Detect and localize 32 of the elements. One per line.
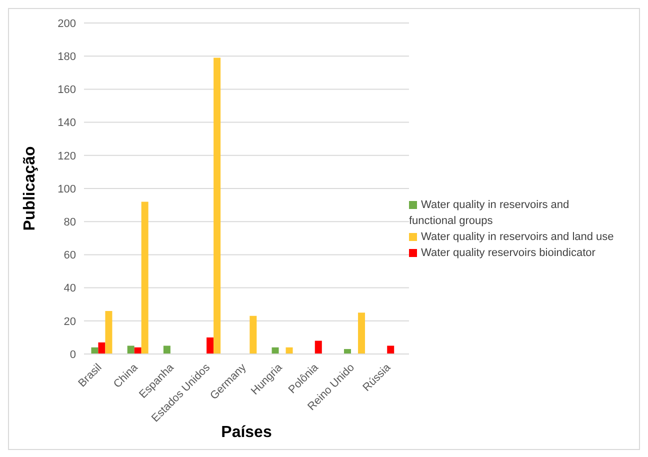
- bar: [141, 202, 148, 354]
- legend-label: Water quality reservoirs bioindicator: [421, 247, 596, 259]
- bar: [250, 316, 257, 354]
- legend-label: Water quality in reservoirs and land use: [421, 231, 614, 243]
- y-tick-label: 0: [70, 348, 76, 361]
- bar: [387, 346, 394, 354]
- y-tick-label: 140: [58, 117, 76, 130]
- y-tick-label: 160: [58, 84, 76, 96]
- y-tick-label: 80: [64, 216, 76, 229]
- y-tick-label: 40: [64, 282, 76, 295]
- y-tick-label: 100: [58, 183, 76, 196]
- bar: [214, 58, 221, 354]
- y-tick-label: 180: [58, 51, 76, 64]
- bar: [127, 346, 134, 354]
- bar: [314, 340, 322, 354]
- bar: [358, 312, 365, 354]
- bar: [272, 347, 279, 354]
- bar: [163, 346, 170, 354]
- bar: [91, 347, 98, 354]
- bar: [344, 349, 351, 354]
- y-tick-label: 200: [58, 18, 76, 30]
- bar: [206, 337, 214, 354]
- y-tick-label: 120: [58, 150, 76, 162]
- bar: [134, 347, 142, 354]
- bar: [105, 310, 112, 354]
- x-axis-title: Países: [221, 424, 272, 441]
- y-tick-label: 60: [64, 250, 76, 262]
- bar: [98, 342, 106, 354]
- legend-label: Water quality in reservoirs and functional groups: [409, 199, 570, 227]
- y-tick-label: 20: [64, 316, 76, 328]
- y-axis-title: Publicação: [22, 146, 39, 231]
- bar: [286, 347, 293, 354]
